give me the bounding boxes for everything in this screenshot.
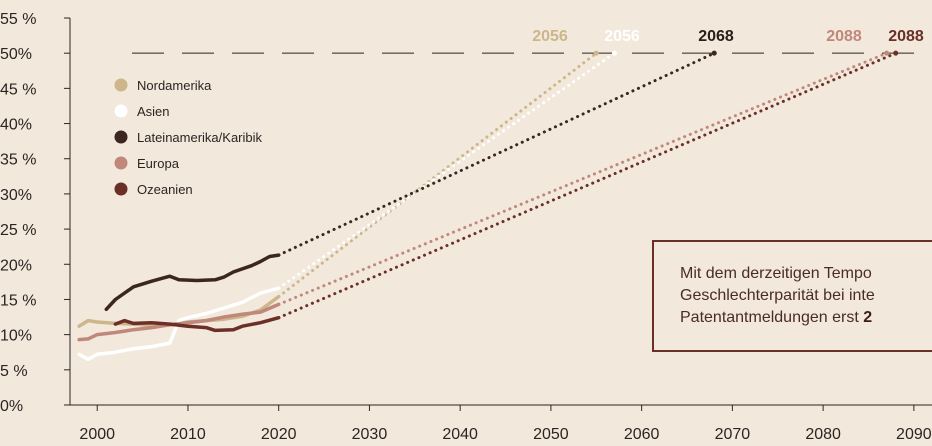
y-tick-label: 20% (0, 257, 32, 274)
parity-year-label-asien: 2056 (604, 28, 640, 45)
legend-swatch-nordamerika (114, 78, 128, 92)
line-ozeanien (113, 315, 281, 333)
parity-year-label-ozeanien: 2088 (888, 28, 924, 45)
x-tick-label: 2040 (442, 426, 478, 443)
x-tick-label: 2010 (170, 426, 206, 443)
legend-label-europa: Europa (137, 156, 180, 171)
y-tick-label: 10% (0, 328, 32, 345)
x-tick-label: 2090 (896, 426, 932, 443)
annotation-line-2: Geschlechterparität bei inte (680, 287, 875, 304)
legend-label-nordamerika: Nordamerika (137, 78, 212, 93)
legend-swatch-lateinamerika-karibik (114, 130, 128, 144)
annotation-year: 2 (863, 309, 873, 326)
legend-swatch-europa (114, 156, 128, 170)
parity-point-ozeanien (893, 50, 899, 56)
y-tick-label: 15 % (0, 292, 36, 309)
y-tick-label: 5 % (0, 363, 28, 380)
y-tick-label: 30% (0, 187, 32, 204)
x-tick-label: 2000 (79, 426, 115, 443)
y-tick-label: 40% (0, 117, 32, 134)
legend-label-asien: Asien (137, 104, 170, 119)
y-tick-label: 50% (0, 46, 32, 63)
x-tick-label: 2020 (261, 426, 297, 443)
history-layer (77, 253, 281, 362)
axes: 55 % 50% 45 % 40% 35 % 30% 25 % 20% 15 % 10% 5 % 0%… (0, 11, 932, 443)
line-lateinamerika-karibik (104, 253, 281, 312)
parity-year-label-nordamerika: 2056 (532, 28, 568, 45)
line-asien (77, 286, 281, 362)
legend: Nordamerika Asien Lateinamerika/Karibik Eur… (114, 78, 263, 197)
x-tick-label: 2070 (715, 426, 751, 443)
projection-asien (277, 51, 616, 290)
y-tick-label: 55 % (0, 11, 36, 28)
legend-label-ozeanien: Ozeanien (137, 182, 193, 197)
projection-layer (277, 50, 899, 320)
y-tick-label: 35 % (0, 152, 36, 169)
parity-point-nordamerika (593, 50, 599, 56)
legend-label-lateinamerika-karibik: Lateinamerika/Karibik (137, 130, 263, 145)
annotation-line-3-prefix: Patentantmeldungen erst (680, 309, 864, 326)
parity-year-label-lateinamerika-karibik: 2068 (698, 28, 734, 45)
x-tick-label: 2060 (624, 426, 660, 443)
parity-point-lateinamerika-karibik (711, 50, 717, 56)
parity-point-asien (611, 50, 617, 56)
annotation-line-3: Patentantmeldungen erst 2 (680, 307, 932, 329)
parity-year-labels: 2056 2056 2068 2088 2088 (532, 28, 924, 45)
y-tick-label: 25 % (0, 222, 36, 239)
x-tick-label: 2080 (805, 426, 841, 443)
parity-year-label-europa: 2088 (826, 28, 862, 45)
annotation-text: Mit dem derzeitigen Tempo Geschlechterpa… (680, 263, 932, 329)
x-tick-label: 2050 (533, 426, 569, 443)
y-tick-label: 45 % (0, 81, 36, 98)
projection-europa (277, 51, 889, 306)
parity-point-europa (884, 50, 890, 56)
projection-lateinamerika-karibik (277, 51, 716, 257)
annotation-line-1: Mit dem derzeitigen Tempo (680, 265, 872, 282)
x-tick-label: 2030 (352, 426, 388, 443)
annotation-box: Mit dem derzeitigen Tempo Geschlechterpa… (652, 240, 932, 352)
projection-ozeanien (277, 51, 898, 320)
y-tick-label: 0% (0, 398, 23, 415)
legend-swatch-ozeanien (114, 182, 128, 196)
legend-swatch-asien (114, 104, 128, 118)
projection-nordamerika (277, 51, 598, 299)
